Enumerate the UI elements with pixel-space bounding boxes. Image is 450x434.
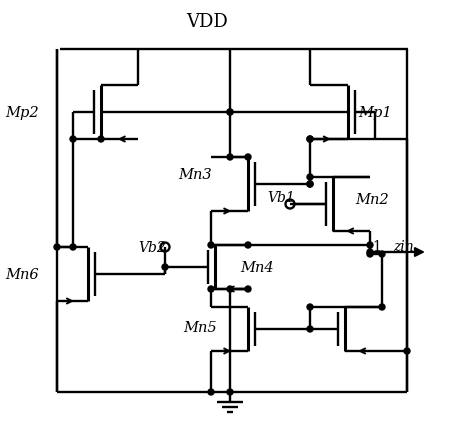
Circle shape: [227, 286, 233, 293]
Circle shape: [307, 181, 313, 187]
Circle shape: [307, 181, 313, 187]
Circle shape: [208, 286, 214, 293]
Circle shape: [54, 244, 60, 250]
Text: Vb1: Vb1: [267, 191, 295, 204]
Text: Vb2: Vb2: [138, 240, 166, 254]
Circle shape: [307, 304, 313, 310]
Text: zin: zin: [393, 240, 414, 253]
Circle shape: [227, 155, 233, 161]
Text: Mn5: Mn5: [183, 320, 216, 334]
Circle shape: [208, 389, 214, 395]
Text: Mn4: Mn4: [240, 260, 274, 274]
Circle shape: [245, 286, 251, 293]
Circle shape: [367, 251, 373, 257]
Circle shape: [98, 137, 104, 143]
Circle shape: [227, 110, 233, 116]
Text: Mn2: Mn2: [355, 193, 389, 207]
Circle shape: [227, 110, 233, 116]
Circle shape: [379, 304, 385, 310]
Text: 1: 1: [372, 240, 381, 253]
Circle shape: [307, 137, 313, 143]
Circle shape: [70, 244, 76, 250]
Text: Mp2: Mp2: [5, 106, 39, 120]
Circle shape: [307, 137, 313, 143]
Circle shape: [70, 137, 76, 143]
Circle shape: [367, 243, 373, 248]
Circle shape: [367, 250, 373, 256]
Circle shape: [307, 174, 313, 181]
Circle shape: [245, 155, 251, 161]
Text: Mn3: Mn3: [178, 168, 212, 181]
Circle shape: [404, 348, 410, 354]
Circle shape: [227, 389, 233, 395]
Circle shape: [245, 243, 251, 248]
Circle shape: [379, 251, 385, 257]
Text: Mn6: Mn6: [5, 267, 39, 281]
Text: VDD: VDD: [186, 13, 228, 31]
Circle shape: [307, 326, 313, 332]
Circle shape: [162, 264, 168, 270]
Circle shape: [208, 243, 214, 248]
Text: Mp1: Mp1: [358, 106, 392, 120]
